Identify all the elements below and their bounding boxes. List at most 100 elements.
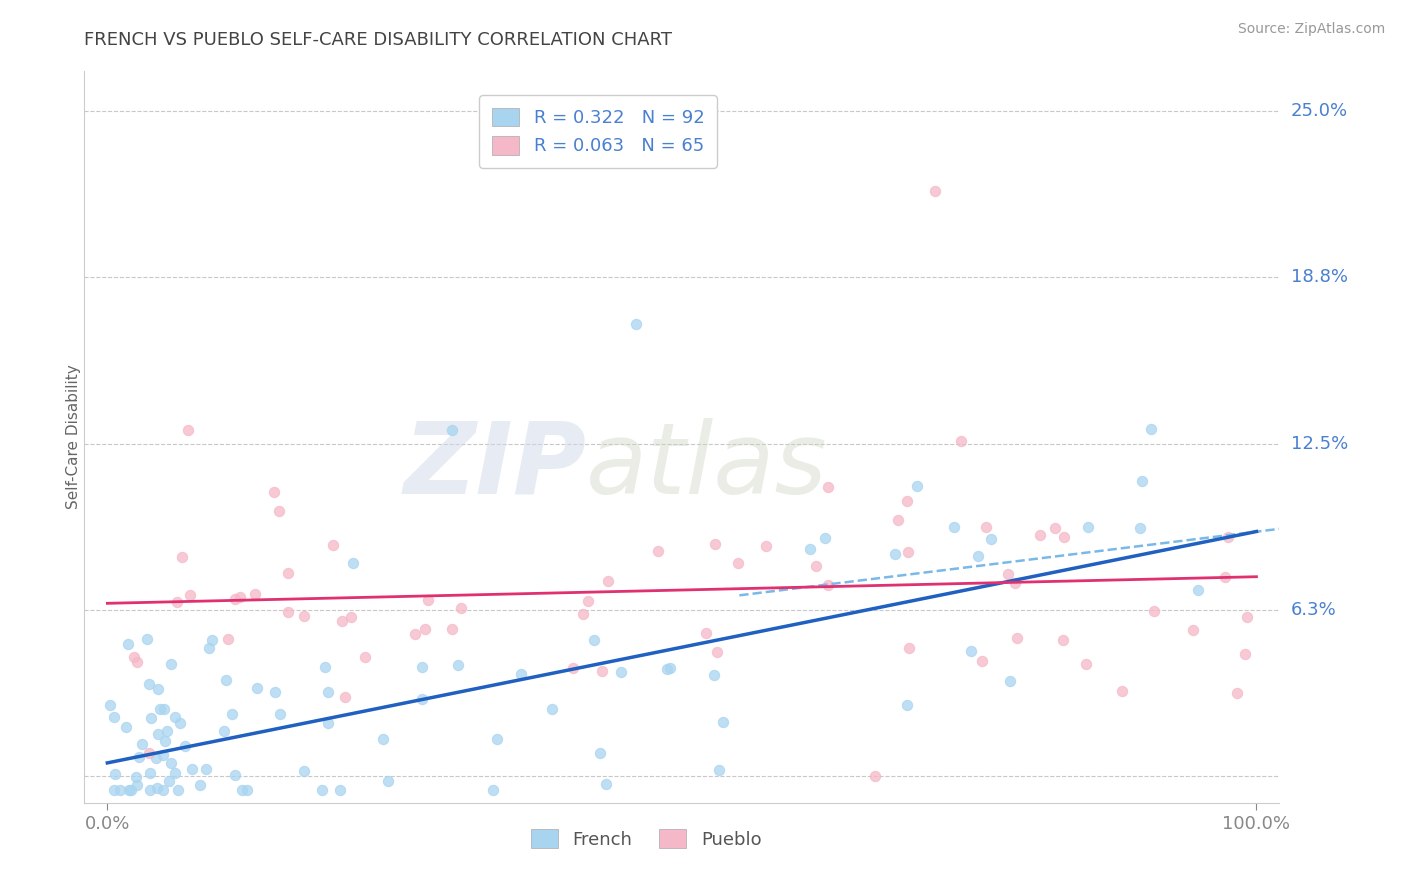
Text: 12.5%: 12.5%	[1291, 434, 1348, 453]
Point	[707, 763, 730, 777]
Point	[212, 723, 235, 738]
Point	[263, 684, 285, 698]
Point	[485, 732, 508, 747]
Point	[591, 665, 613, 679]
Point	[1236, 609, 1258, 624]
Point	[160, 657, 183, 671]
Text: ZIP: ZIP	[404, 417, 586, 515]
Point	[898, 641, 921, 656]
Point	[804, 559, 827, 574]
Point	[887, 513, 910, 527]
Point	[104, 767, 127, 781]
Point	[447, 657, 470, 672]
Point	[572, 607, 595, 621]
Point	[114, 720, 136, 734]
Point	[277, 605, 299, 619]
Point	[194, 762, 217, 776]
Point	[589, 746, 612, 760]
Point	[148, 727, 170, 741]
Point	[1213, 569, 1236, 583]
Point	[1216, 530, 1239, 544]
Point	[316, 685, 339, 699]
Point	[450, 600, 472, 615]
Point	[277, 566, 299, 581]
Point	[217, 632, 239, 647]
Point	[169, 716, 191, 731]
Point	[125, 779, 148, 793]
Point	[595, 777, 617, 791]
Point	[221, 706, 243, 721]
Point	[156, 723, 179, 738]
Point	[141, 710, 163, 724]
Text: atlas: atlas	[586, 417, 828, 515]
Point	[924, 184, 946, 198]
Point	[110, 782, 132, 797]
Point	[235, 782, 257, 797]
Point	[120, 782, 142, 797]
Point	[139, 782, 162, 797]
Point	[541, 701, 564, 715]
Point	[152, 748, 174, 763]
Point	[817, 480, 839, 494]
Point	[165, 710, 187, 724]
Point	[655, 662, 678, 676]
Point	[658, 661, 681, 675]
Point	[146, 681, 169, 696]
Point	[576, 594, 599, 608]
Point	[160, 756, 183, 770]
Point	[165, 766, 187, 780]
Point	[970, 654, 993, 668]
Point	[998, 673, 1021, 688]
Point	[353, 650, 375, 665]
Point	[1234, 648, 1257, 662]
Point	[316, 716, 339, 731]
Point	[706, 645, 728, 659]
Point	[127, 655, 149, 669]
Point	[817, 577, 839, 591]
Point	[703, 668, 725, 682]
Legend: French, Pueblo: French, Pueblo	[520, 819, 772, 860]
Point	[153, 702, 176, 716]
Point	[311, 782, 333, 797]
Point	[647, 544, 669, 558]
Point	[136, 632, 159, 646]
Point	[1052, 632, 1074, 647]
Point	[118, 782, 141, 797]
Point	[224, 768, 246, 782]
Point	[949, 434, 972, 449]
Point	[896, 698, 918, 713]
Point	[481, 782, 503, 797]
Point	[1077, 519, 1099, 533]
Point	[152, 782, 174, 797]
Point	[177, 424, 200, 438]
Point	[145, 751, 167, 765]
Point	[562, 661, 585, 675]
Point	[883, 547, 905, 561]
Point	[1181, 623, 1204, 637]
Point	[1129, 520, 1152, 534]
Point	[180, 762, 202, 776]
Text: 18.8%: 18.8%	[1291, 268, 1347, 286]
Point	[103, 709, 125, 723]
Point	[711, 714, 734, 729]
Point	[416, 592, 439, 607]
Point	[404, 626, 426, 640]
Point	[980, 532, 1002, 546]
Point	[974, 520, 997, 534]
Point	[155, 733, 177, 747]
Point	[122, 650, 145, 665]
Point	[1053, 530, 1076, 544]
Text: 25.0%: 25.0%	[1291, 103, 1348, 120]
Point	[174, 739, 197, 753]
Point	[333, 690, 356, 705]
Point	[229, 590, 252, 604]
Point	[1028, 528, 1050, 542]
Point	[131, 737, 153, 751]
Text: 6.3%: 6.3%	[1291, 601, 1336, 619]
Point	[263, 485, 285, 500]
Point	[157, 773, 180, 788]
Point	[224, 592, 246, 607]
Point	[188, 778, 211, 792]
Point	[624, 317, 647, 331]
Point	[905, 479, 928, 493]
